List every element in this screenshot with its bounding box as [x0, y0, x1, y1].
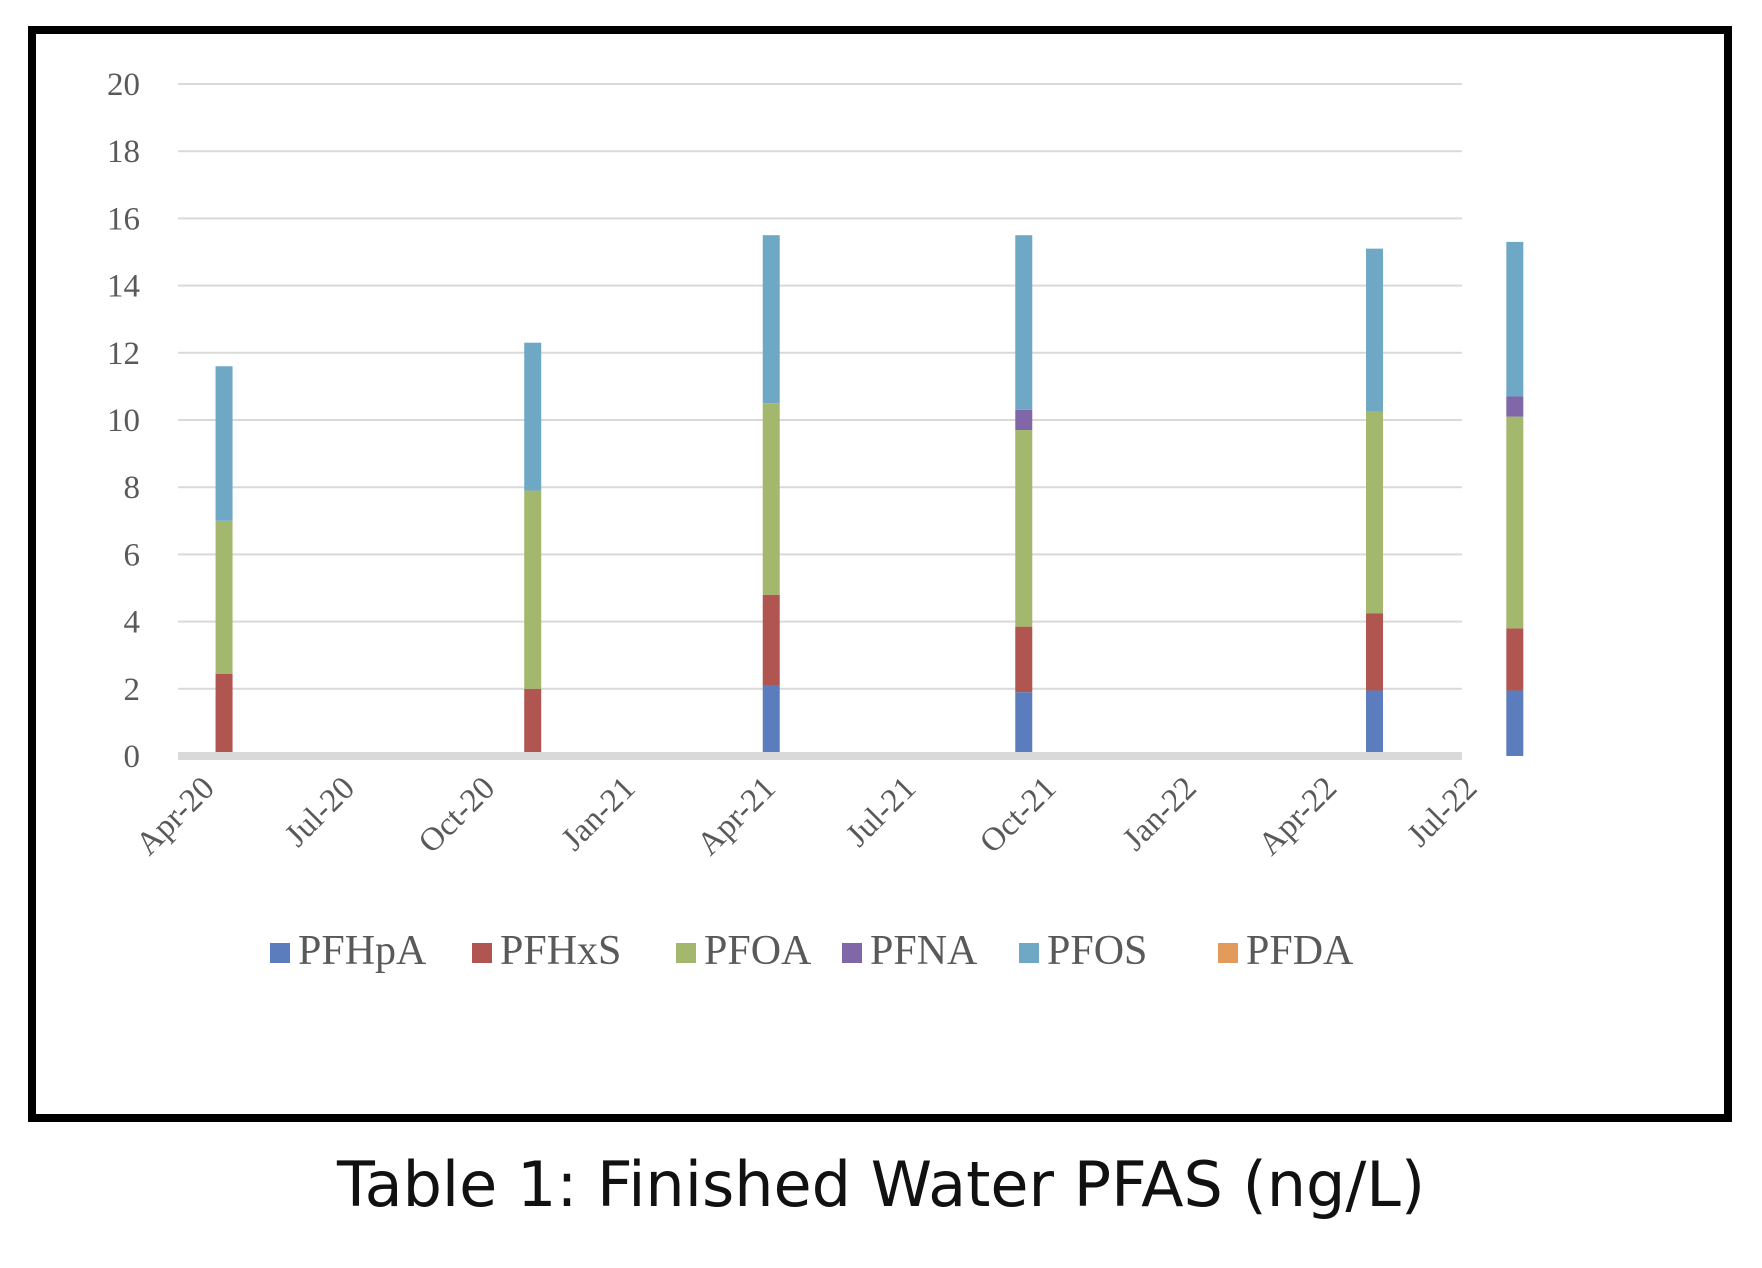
y-tick-label: 0	[124, 739, 141, 775]
legend-item-pfhxs: PFHxS	[472, 928, 621, 974]
bar-segment-pfos	[215, 366, 233, 521]
bar-segment-pfhxs	[215, 673, 233, 756]
bar-segment-pfhxs	[1015, 626, 1033, 693]
y-tick-label: 2	[124, 672, 141, 708]
bar-segment-pfoa	[1366, 411, 1384, 614]
legend-item-pfhpa: PFHpA	[270, 928, 427, 974]
bar-segment-pfos	[1366, 248, 1384, 412]
legend-swatch	[472, 943, 492, 963]
bar-segment-pfoa	[762, 403, 780, 595]
legend-label: PFOA	[704, 928, 812, 974]
x-tick-label: Jan-22	[1116, 770, 1204, 858]
x-tick-label: Jul-22	[1401, 770, 1485, 854]
legend: PFHpA PFHxS PFOA PFNA PFOS PFDA	[270, 928, 1354, 974]
y-tick-label: 12	[107, 336, 140, 372]
bar-segment-pfos	[524, 342, 542, 491]
legend-item-pfna: PFNA	[842, 928, 978, 974]
legend-label: PFDA	[1246, 928, 1354, 974]
bar-segment-pfhxs	[762, 594, 780, 686]
x-tick-label: Oct-20	[412, 770, 502, 860]
bar-segment-pfos	[1015, 235, 1033, 410]
bar-segment-pfos	[1506, 241, 1524, 397]
bar-segment-pfhxs	[1366, 613, 1384, 691]
y-tick-label: 10	[107, 403, 140, 439]
y-tick-label: 6	[124, 537, 141, 573]
legend-swatch	[1019, 943, 1039, 963]
y-tick-label: 20	[107, 67, 140, 103]
y-tick-label: 16	[107, 201, 140, 237]
figure-caption: Table 1: Finished Water PFAS (ng/L)	[336, 1148, 1426, 1221]
x-tick-label: Jul-20	[278, 770, 362, 854]
bar-segment-pfos	[762, 235, 780, 404]
y-tick-label: 4	[124, 605, 141, 641]
legend-label: PFNA	[870, 928, 978, 974]
x-tick-label: Apr-20	[129, 770, 221, 862]
x-axis-tick-labels: Apr-20 Jul-20 Oct-20 Jan-21 Apr-21 Jul-21 Oct-…	[129, 770, 1484, 862]
legend-item-pfos: PFOS	[1019, 928, 1147, 974]
bar-segment-pfoa	[1015, 430, 1033, 627]
legend-swatch	[1218, 943, 1238, 963]
legend-item-pfda: PFDA	[1218, 928, 1354, 974]
bar-segment-pfhxs	[1506, 628, 1524, 691]
y-tick-label: 18	[107, 134, 140, 170]
bar-segment-pfoa	[1506, 416, 1524, 629]
bar-segment-pfhxs	[524, 688, 542, 756]
bar-segment-pfna	[1015, 409, 1033, 431]
x-tick-label: Apr-21	[690, 770, 782, 862]
bar-segment-pfhpa	[1015, 692, 1033, 756]
x-tick-label: Oct-21	[973, 770, 1063, 860]
legend-label: PFHxS	[500, 928, 621, 974]
chart-frame: 0 2 4 6 8 10 12 14 16 18 20 Apr-20 Jul-20 Oct-20 Jan-…	[28, 26, 1732, 1122]
legend-swatch	[270, 943, 290, 963]
stacked-bar-chart: 0 2 4 6 8 10 12 14 16 18 20 Apr-20 Jul-20 Oct-20 Jan-…	[107, 67, 1524, 974]
y-tick-label: 14	[107, 269, 140, 305]
x-tick-label: Apr-22	[1252, 770, 1344, 862]
bar-segment-pfna	[1506, 396, 1524, 417]
legend-label: PFHpA	[298, 928, 427, 974]
legend-swatch	[676, 943, 696, 963]
legend-label: PFOS	[1047, 928, 1147, 974]
legend-item-pfoa: PFOA	[676, 928, 812, 974]
x-tick-label: Jul-21	[839, 770, 923, 854]
bar-segment-pfhpa	[1506, 690, 1524, 756]
bars	[215, 235, 1524, 756]
bar-segment-pfoa	[215, 520, 233, 674]
bar-segment-pfhpa	[1366, 690, 1384, 756]
x-tick-label: Jan-21	[555, 770, 643, 858]
gridlines	[178, 83, 1462, 690]
y-axis-tick-labels: 0 2 4 6 8 10 12 14 16 18 20	[107, 67, 140, 775]
y-tick-label: 8	[124, 470, 141, 506]
legend-swatch	[842, 943, 862, 963]
bar-segment-pfhpa	[762, 685, 780, 756]
bar-segment-pfoa	[524, 490, 542, 689]
